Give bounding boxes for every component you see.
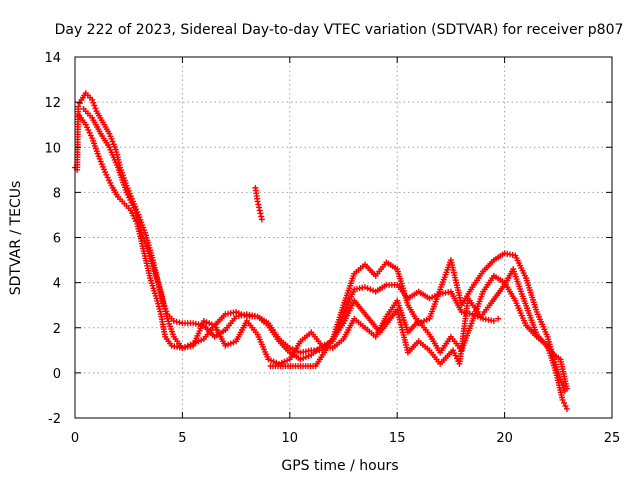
x-tick-label: 20 [496, 431, 513, 446]
y-axis-label: SDTVAR / TECUs [8, 181, 24, 296]
y-tick-label: 6 [53, 232, 61, 247]
axis-ticks [74, 56, 613, 419]
plot-frame [74, 56, 613, 419]
data-point-trace [84, 124, 91, 131]
x-tick-label: 0 [71, 431, 79, 446]
x-tick-label: 25 [604, 431, 621, 446]
data-markers [72, 90, 570, 412]
data-point-trace [107, 179, 114, 186]
x-tick-label: 5 [178, 431, 186, 446]
x-tick-label: 10 [282, 431, 299, 446]
data-point [82, 121, 89, 128]
data-point [450, 347, 457, 354]
data-point-trace [90, 99, 97, 106]
data-point [170, 317, 177, 324]
data-point-trace [86, 129, 93, 136]
data-point [258, 216, 265, 223]
data-point [256, 207, 263, 214]
data-point [89, 96, 96, 103]
y-tick-label: 8 [53, 186, 61, 201]
data-point-trace [173, 318, 180, 325]
data-point [563, 405, 570, 412]
data-point-trace [258, 213, 265, 220]
chart-title: Day 222 of 2023, Sidereal Day-to-day VTE… [55, 22, 624, 38]
y-tick-label: -2 [48, 412, 61, 427]
data-point-trace [256, 204, 263, 211]
data-point [559, 396, 566, 403]
data-point-trace [92, 105, 99, 112]
data-point [563, 385, 570, 392]
data-point [490, 317, 497, 324]
data-point-trace [451, 350, 458, 357]
data-point-trace [85, 127, 92, 134]
y-tick-label: 2 [53, 322, 61, 337]
y-tick-label: 4 [53, 277, 61, 292]
y-tick-label: 12 [44, 96, 61, 111]
data-point [495, 315, 502, 322]
data-point-trace [104, 174, 111, 181]
x-axis-label: GPS time / hours [281, 458, 398, 474]
data-point-trace [105, 177, 112, 184]
data-point-trace [87, 132, 94, 139]
data-point-trace [91, 102, 98, 109]
data-point [102, 169, 109, 176]
data-point-trace [562, 402, 569, 409]
data-point-trace [176, 319, 183, 326]
data-point-trace [76, 100, 83, 107]
y-tick-label: 14 [44, 51, 61, 66]
data-point-trace [561, 399, 568, 406]
x-tick-label: 15 [389, 431, 406, 446]
data-point [254, 198, 261, 205]
data-point-trace [255, 201, 262, 208]
data-point [75, 103, 82, 110]
y-tick-label: 0 [53, 367, 61, 382]
axis-tick-labels: 0 5 10 15 20 25 -2 0 2 4 6 8 10 12 14 [44, 51, 620, 446]
data-point-trace [103, 171, 110, 178]
data-point-trace [257, 210, 264, 217]
grid [75, 57, 612, 418]
y-tick-label: 10 [44, 141, 61, 156]
